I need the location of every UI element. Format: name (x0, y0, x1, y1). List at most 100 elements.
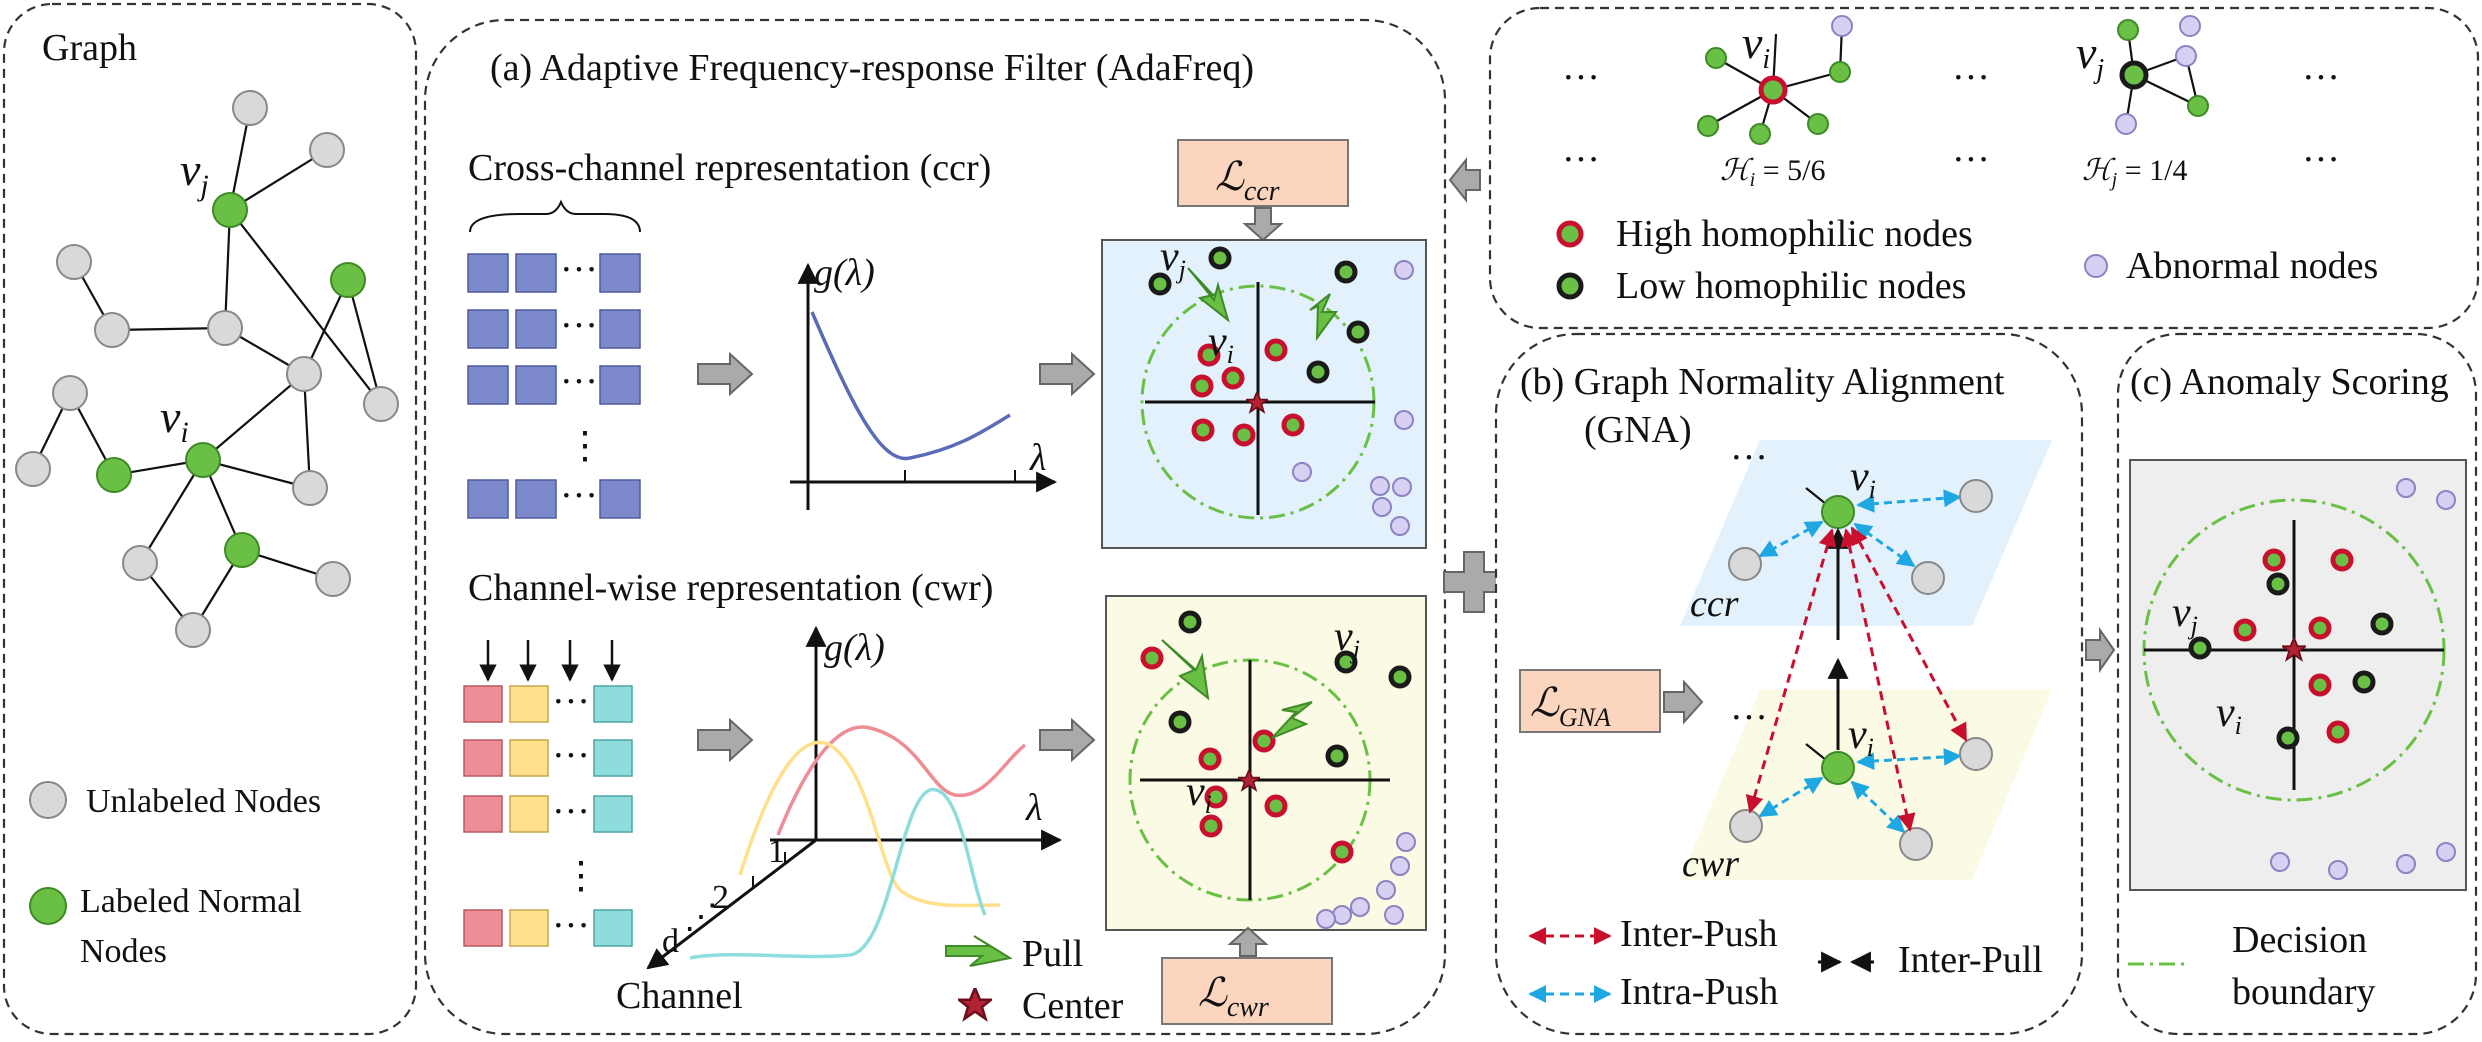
gna-panel: (b) Graph Normality Alignment (GNA) ccr … (1494, 332, 2084, 1036)
high-homophilic-node (1221, 366, 1245, 390)
abnormal-node (1316, 909, 1336, 929)
cwr-lambda-label: λ (1025, 787, 1042, 829)
high-homophilic-node (1140, 646, 1164, 670)
low-homophilic-node (1208, 246, 1232, 270)
abnormal-node (1370, 476, 1390, 496)
scoring-vj-label: vj (2172, 590, 2198, 640)
labeled-normal-node (185, 442, 221, 478)
cwr-to-space-arrow (1039, 717, 1096, 763)
ccr-to-space-arrow (1039, 351, 1096, 397)
low-homophilic-node (2266, 572, 2290, 596)
graph-nodes (15, 90, 399, 648)
loss-ccr-arrow (1242, 207, 1284, 242)
abnormal-node (2270, 852, 2290, 872)
ccr-filter-plot (790, 262, 1058, 510)
gna-ccr-label: ccr (1690, 583, 1739, 625)
abnormal-node (1384, 905, 1404, 925)
high-homophilic-node (1198, 747, 1222, 771)
homophily-panel-border (1488, 6, 2480, 330)
loss-cwr-arrow (1227, 926, 1269, 957)
abnormal-node (1394, 260, 1414, 280)
abnormal-node (1394, 410, 1414, 430)
abnormal-node (2328, 860, 2348, 880)
node-vj-label: vj (180, 144, 209, 202)
high-homophilic-node (1264, 338, 1288, 362)
cwr-blocks (463, 685, 633, 947)
abnormal-node (1392, 477, 1412, 497)
pull-arrow-icon (1271, 701, 1313, 739)
legend-unlabeled-swatch (29, 781, 67, 819)
channel-tick-label: d (662, 923, 679, 960)
adafreq-panel: (a) Adaptive Frequency-response Filter (… (423, 18, 1447, 1036)
graph-panel-border (2, 2, 418, 1036)
cwr-g-lambda-label: g(λ) (824, 627, 885, 669)
loss-cwr-box (1161, 957, 1333, 1025)
cwr-row-ellipsis: ··· (552, 905, 590, 947)
cwr-to-filter-arrow (697, 717, 754, 763)
cwr-vi-label: vi (1186, 769, 1212, 819)
cwr-vj-label: vj (1334, 614, 1360, 664)
gna-ellipsis: ··· (1730, 437, 1768, 479)
homophily-ellipsis: ··· (1952, 139, 1990, 181)
abnormal-node (2436, 490, 2456, 510)
hj-value-label: ℋj = 1/4 (2082, 154, 2187, 191)
loss-gna-label: ℒGNA (1530, 680, 1611, 732)
legend-labeled-text-line2: Nodes (80, 933, 167, 970)
node-vi-label: vi (160, 391, 189, 449)
loss-ccr-box (1177, 139, 1349, 207)
legend-abnormal-text: Abnormal nodes (2126, 245, 2378, 287)
high-homophilic-node (1252, 729, 1276, 753)
gna-title-line1: (b) Graph Normality Alignment (1520, 361, 2005, 403)
high-homophilic-node (2330, 548, 2354, 572)
ccr-title: Cross-channel representation (ccr) (468, 147, 991, 189)
legend-labeled-swatch (29, 887, 67, 925)
homophily-ellipsis: ··· (2302, 57, 2340, 99)
gna-ellipsis: ··· (1730, 697, 1768, 739)
gna-cross-view-links (1745, 526, 1968, 832)
abnormal-node (2396, 478, 2416, 498)
low-homophilic-node (1334, 650, 1358, 674)
ccr-embedding-space (1101, 239, 1427, 549)
unlabeled-node (175, 612, 211, 648)
low-homophilic-node (2352, 670, 2376, 694)
ccr-response-curve (810, 311, 1011, 461)
high-homophilic-node (2326, 720, 2350, 744)
legend-high-swatch (1556, 220, 1584, 248)
scoring-vi-label: vi (2216, 690, 2242, 740)
abnormal-node (2436, 842, 2456, 862)
ccr-blocks (467, 253, 641, 519)
node-vj-neighborhood (2115, 15, 2209, 135)
cwr-row-ellipsis: ··· (552, 791, 590, 833)
legend-pull-text: Pull (1022, 933, 1083, 975)
channel-tick-label: 1 (768, 833, 785, 870)
high-homophilic-node (2262, 548, 2286, 572)
ccr-column-vdots: ⋮ (566, 425, 604, 467)
abnormal-node (1350, 897, 1370, 917)
cwr-row-ellipsis: ··· (552, 681, 590, 723)
cwr-embedding-space (1105, 595, 1427, 931)
homophily-to-adafreq-arrow (1448, 157, 1481, 203)
low-homophilic-node (1346, 320, 1370, 344)
labeled-normal-node (212, 192, 248, 228)
high-homophilic-node (1197, 343, 1221, 367)
graph-panel: Graph (2, 2, 418, 1036)
unlabeled-node (286, 356, 322, 392)
adafreq-panel-title: (a) Adaptive Frequency-response Filter (… (490, 47, 1254, 89)
labeled-normal-node (224, 532, 260, 568)
ccr-to-filter-arrow (697, 351, 754, 397)
channel-axis-label: Channel (616, 975, 743, 1017)
channel-axis-dots: ⋰ (684, 899, 718, 936)
unlabeled-node (315, 561, 351, 597)
legend-inter-push-text: Inter-Push (1620, 913, 1778, 955)
cwr-channel-curve (689, 788, 987, 960)
legend-high-text: High homophilic nodes (1616, 213, 1973, 255)
legend-low-text: Low homophilic nodes (1616, 265, 1966, 307)
scoring-title: (c) Anomaly Scoring (2130, 361, 2449, 403)
abnormal-node (1390, 516, 1410, 536)
loss-ccr-label: ℒccr (1215, 154, 1280, 207)
low-homophilic-node (2370, 612, 2394, 636)
legend-low-swatch (1556, 272, 1584, 300)
cwr-column-vdots: ⋮ (562, 855, 600, 897)
unlabeled-node (15, 451, 51, 487)
unlabeled-node (207, 310, 243, 346)
